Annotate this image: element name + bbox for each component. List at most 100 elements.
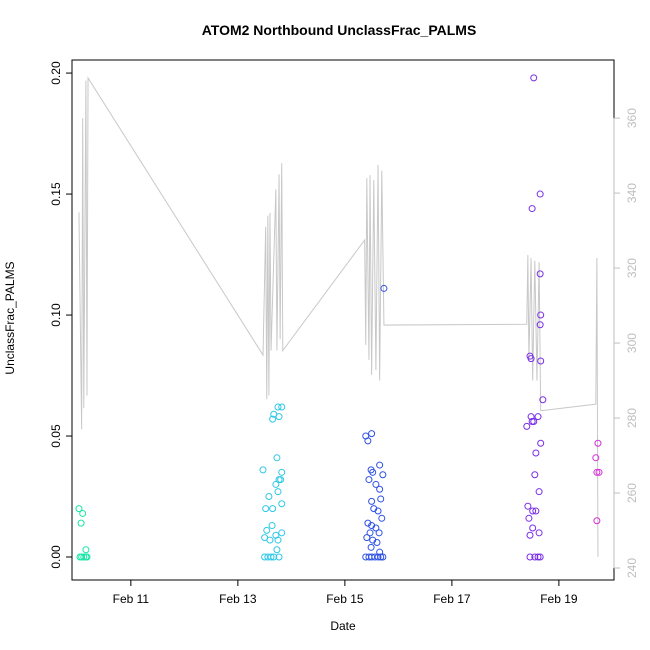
point [376, 548, 384, 556]
point [369, 468, 377, 476]
y2-tick-label: 260 [625, 483, 639, 503]
point [375, 529, 383, 537]
point [380, 284, 388, 292]
point [277, 476, 285, 484]
point [78, 553, 86, 561]
point [274, 536, 282, 544]
point [539, 396, 547, 404]
y2-tick-label: 280 [625, 408, 639, 428]
point [364, 519, 372, 527]
y-axis-title: UnclassFrac_PALMS [3, 261, 17, 374]
point [274, 488, 282, 496]
x-tick-label: Feb 11 [113, 592, 150, 606]
point [75, 505, 83, 513]
point [273, 454, 281, 462]
point [525, 514, 533, 522]
point [278, 468, 286, 476]
point [528, 205, 536, 213]
point [83, 553, 91, 561]
x-tick-label: Feb 13 [219, 592, 257, 606]
point [593, 517, 601, 525]
point [374, 553, 382, 561]
point [536, 270, 544, 278]
point [268, 522, 276, 530]
point [592, 454, 600, 462]
point [377, 553, 385, 561]
point [265, 493, 273, 501]
point [269, 505, 277, 513]
point [529, 524, 537, 532]
point [532, 507, 540, 515]
y2-tick-label: 360 [625, 108, 639, 128]
point [536, 553, 544, 561]
point [593, 468, 601, 476]
point [526, 531, 534, 539]
point [537, 357, 545, 365]
point [274, 403, 282, 411]
point [79, 509, 87, 517]
point [372, 524, 380, 532]
y2-tick-label: 320 [625, 258, 639, 278]
point [372, 480, 380, 488]
x-tick-label: Feb 15 [326, 592, 364, 606]
point [535, 529, 543, 537]
point [530, 418, 538, 426]
point [363, 534, 371, 542]
point [273, 546, 281, 554]
x-tick-label: Feb 19 [540, 592, 578, 606]
point [379, 471, 387, 479]
point [278, 500, 286, 508]
point [270, 553, 278, 561]
y-tick-label: 0.05 [49, 424, 63, 448]
y-tick-label: 0.10 [49, 303, 63, 327]
point [527, 355, 535, 363]
point [536, 321, 544, 329]
point [530, 74, 538, 82]
point [269, 415, 277, 423]
point [278, 529, 286, 537]
point [534, 553, 542, 561]
point [82, 546, 90, 554]
point [262, 505, 270, 513]
point [534, 413, 542, 421]
point [267, 553, 275, 561]
point [523, 422, 531, 430]
point [526, 553, 534, 561]
point [364, 437, 372, 445]
point [365, 476, 373, 484]
point [275, 413, 283, 421]
point [524, 502, 532, 510]
point [377, 495, 385, 503]
y2-tick-label: 240 [625, 558, 639, 578]
point [77, 519, 85, 527]
point [373, 538, 381, 546]
line-series [78, 76, 599, 557]
point [531, 471, 539, 479]
y2-tick-label: 300 [625, 333, 639, 353]
point [366, 529, 374, 537]
y2-tick-label: 340 [625, 183, 639, 203]
x-tick-label: Feb 17 [433, 592, 471, 606]
point [537, 311, 545, 319]
point [379, 553, 387, 561]
point [536, 190, 544, 198]
point [263, 526, 271, 534]
point [368, 430, 376, 438]
point [278, 403, 286, 411]
point [532, 449, 540, 457]
point [535, 488, 543, 496]
point [80, 553, 88, 561]
point [595, 468, 603, 476]
point [259, 466, 267, 474]
y-tick-label: 0.20 [49, 61, 63, 85]
point [529, 507, 537, 515]
x-axis-title: Date [330, 619, 356, 633]
point [275, 553, 283, 561]
y-tick-label: 0.15 [49, 182, 63, 206]
point [272, 480, 280, 488]
point [531, 553, 539, 561]
point [368, 497, 376, 505]
point [594, 439, 602, 447]
